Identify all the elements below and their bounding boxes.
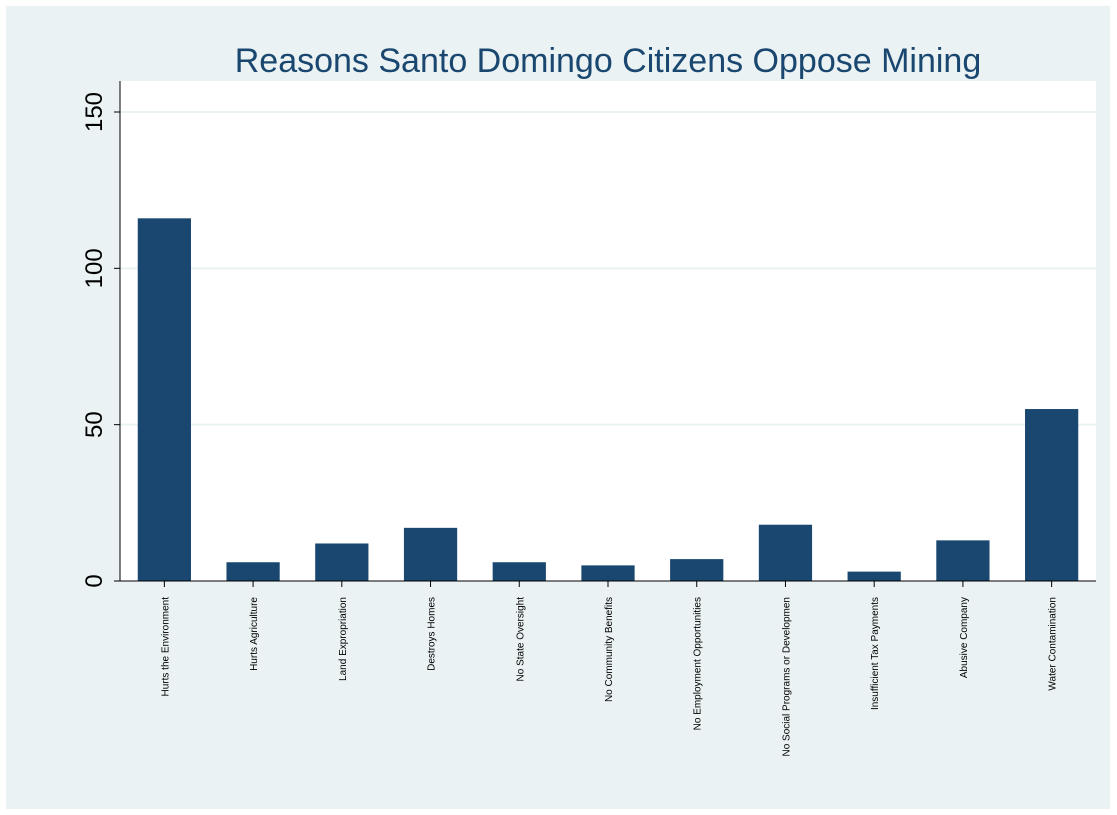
y-tick-label: 100 <box>81 248 108 288</box>
chart-title: Reasons Santo Domingo Citizens Oppose Mi… <box>235 42 982 80</box>
x-tick-label: Hurts the Environment <box>160 597 171 697</box>
bar <box>493 562 546 581</box>
y-ticks: 0 50 100 150 <box>81 92 120 588</box>
chart-frame: 0 50 100 150 Hurts the Environment Hurts Agr… <box>6 6 1110 809</box>
x-tick-label: No Social Programs or Developmen <box>781 597 792 757</box>
bar <box>138 218 191 581</box>
bar <box>670 559 723 581</box>
plot-area <box>120 81 1096 581</box>
bar <box>404 528 457 581</box>
x-tick-label: Insufficient Tax Payments <box>870 597 881 710</box>
y-tick-label: 50 <box>81 411 108 438</box>
bar <box>936 540 989 581</box>
x-tick-label: Destroys Homes <box>427 597 438 671</box>
bar <box>226 562 279 581</box>
x-tick-label: No Community Benefits <box>604 597 615 702</box>
bar-chart: 0 50 100 150 Hurts the Environment Hurts Agr… <box>6 6 1110 809</box>
x-ticks: Hurts the Environment Hurts Agriculture La… <box>160 581 1058 757</box>
y-tick-label: 0 <box>81 574 108 587</box>
x-tick-label: Abusive Company <box>959 597 970 678</box>
bar <box>581 565 634 581</box>
bar <box>848 572 901 581</box>
x-tick-label: Hurts Agriculture <box>249 597 260 671</box>
bar <box>1025 409 1078 581</box>
x-tick-label: No Employment Opportunities <box>693 597 704 730</box>
x-tick-label: Water Contamination <box>1048 597 1059 691</box>
y-tick-label: 150 <box>81 92 108 132</box>
bar <box>759 525 812 581</box>
x-tick-label: Land Expropriation <box>338 597 349 681</box>
x-tick-label: No State Oversight <box>515 597 526 682</box>
bar <box>315 543 368 581</box>
